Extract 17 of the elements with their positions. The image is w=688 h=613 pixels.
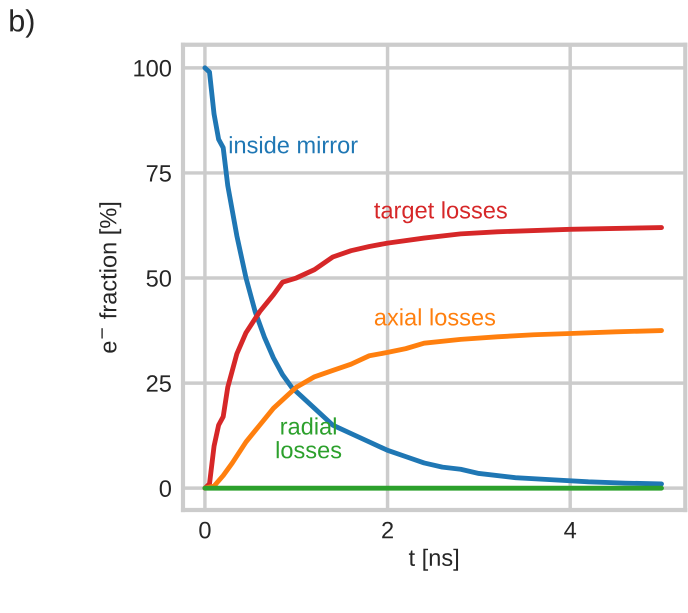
y-tick-label: 0 (160, 480, 171, 497)
series-label: inside mirror (230, 136, 358, 154)
x-tick-label: 2 (382, 522, 393, 538)
y-tick-label: 75 (146, 165, 171, 182)
x-tick-label: 0 (199, 522, 211, 538)
x-tick-label: 4 (564, 522, 576, 538)
y-axis-title: e$^{−}$ fraction [%] (99, 202, 122, 353)
text: b) (10, 9, 34, 38)
series-label: axial losses (374, 308, 496, 326)
series-label: radial losses (276, 417, 342, 458)
x-axis-title: t [ns] (408, 548, 458, 571)
y-tick-label: 25 (146, 375, 171, 392)
y-tick-label: 100 (134, 60, 171, 77)
series-label: target losses (374, 201, 507, 224)
y-tick-label: 50 (146, 270, 171, 287)
line-series (202, 328, 664, 491)
line-series (202, 65, 664, 486)
